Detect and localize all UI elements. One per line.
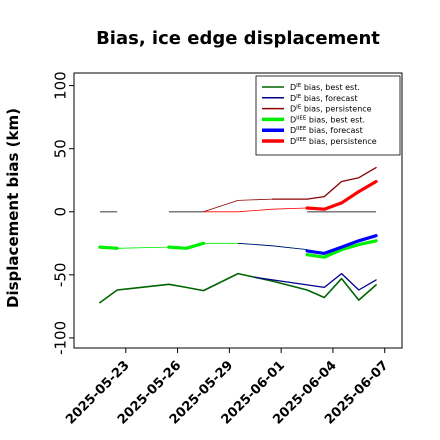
legend-label: DIE bias, persistence [290,105,372,114]
legend: DIE bias, best est. DIE bias, forecast DIE… [255,75,401,156]
y-tick-label: 50 [51,139,69,158]
series-line [305,179,378,211]
line-segment [203,198,273,213]
legend-entries: DIE bias, best est. DIE bias, forecast DIE… [262,83,377,146]
y-tick-label: -100 [51,321,69,355]
series-line [305,239,378,259]
legend-label: DIIEE bias, persistence [290,137,377,146]
series-line [98,245,119,250]
plot-frame [73,72,403,349]
series-line [167,241,206,250]
series-line [305,234,378,255]
y-tick-label: 0 [51,207,69,217]
line-segment [117,246,169,249]
y-tick-label: 100 [51,71,69,100]
series-line [254,272,377,291]
chart-title: Bias, ice edge displacement [96,28,380,49]
legend-label: DIE bias, forecast [290,94,358,103]
y-tick-label: -50 [51,263,69,288]
legend-label: DIIEE bias, forecast [290,126,363,135]
line-segment [237,242,308,250]
line-segment [203,207,308,213]
x-axis-ticks: 2025-05-232025-05-262025-05-292025-06-01… [63,348,392,428]
series-line [271,166,377,200]
legend-label: DIE bias, best est. [290,83,360,92]
legend-label: DIIEE bias, best est. [290,115,365,124]
y-axis-label: Displacement bias (km) [4,108,22,308]
y-axis-ticks: 100 50 0 -50 -100 [51,71,74,355]
series-lines [98,166,378,304]
